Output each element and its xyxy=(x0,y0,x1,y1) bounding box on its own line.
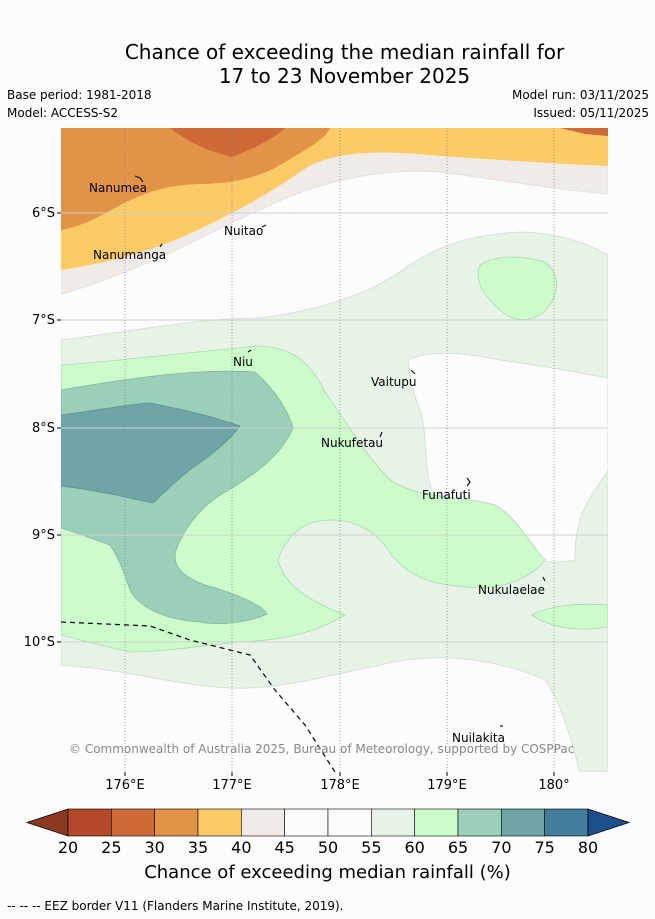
colorbar-tick-55: 55 xyxy=(361,838,382,857)
island-label-nukulaelae: Nukulaelae xyxy=(478,583,545,597)
colorbar-tick-45: 45 xyxy=(274,838,295,857)
colorbar-segment-35-40 xyxy=(197,808,242,837)
map-axis-ticks xyxy=(57,212,555,776)
colorbar-tick-25: 25 xyxy=(101,838,122,857)
lon-label-180: 180° xyxy=(538,778,570,793)
island-label-funafuti: Funafuti xyxy=(422,488,471,502)
colorbar-segment-30-35 xyxy=(154,808,199,837)
colorbar-segment-60-65 xyxy=(414,808,459,837)
base-period: Base period: 1981-2018 xyxy=(7,88,152,102)
title-line-2: 17 to 23 November 2025 xyxy=(218,64,471,88)
grid-lines xyxy=(61,128,608,772)
colorbar-segment-40-45 xyxy=(241,808,285,837)
lat-label-9s: 9°S xyxy=(31,528,55,543)
lat-label-7s: 7°S xyxy=(31,313,55,328)
colorbar-segment-25-30 xyxy=(111,808,155,837)
colorbar-tick-40: 40 xyxy=(231,838,252,857)
colorbar-tick-80: 80 xyxy=(577,838,599,857)
region-dark-orange-strip xyxy=(560,128,608,136)
colorbar-tick-50: 50 xyxy=(317,838,339,857)
lat-label-10s: 10°S xyxy=(23,635,55,650)
island-label-nanumanga: Nanumanga xyxy=(93,248,167,262)
lon-label-178e: 178°E xyxy=(320,778,360,793)
colorbar-segment-75-80 xyxy=(544,808,589,837)
island-label-nuitao: Nuitao xyxy=(224,224,264,238)
island-label-niu: Niu xyxy=(233,355,253,369)
colorbar-segment-65-70 xyxy=(457,808,502,837)
colorbar-extend-high xyxy=(587,808,631,837)
region-60-65-east-blob xyxy=(477,256,557,320)
model-name: Model: ACCESS-S2 xyxy=(7,106,119,120)
model-run: Model run: 03/11/2025 xyxy=(511,88,649,102)
chart-title: Chance of exceeding the median rainfall … xyxy=(0,40,655,88)
eez-legend-note: -- -- -- EEZ border V11 (Flanders Marine… xyxy=(7,899,344,913)
colorbar xyxy=(25,808,631,837)
island-shapes xyxy=(134,175,546,727)
island-label-nukufetau: Nukufetau xyxy=(321,436,384,450)
lon-label-179e: 179°E xyxy=(427,778,467,793)
issued-date: Issued: 05/11/2025 xyxy=(533,106,649,120)
region-30-35 xyxy=(61,128,330,230)
island-label-vaitupu: Vaitupu xyxy=(371,375,417,389)
island-label-nanumea: Nanumea xyxy=(89,181,147,195)
colorbar-tick-65: 65 xyxy=(447,838,469,857)
region-60-65-east-lens xyxy=(531,603,608,630)
colorbar-tick-75: 75 xyxy=(534,838,555,857)
island-label-nuilakita: Nuilakita xyxy=(452,731,505,745)
colorbar-segment-50-55 xyxy=(327,808,372,837)
copyright-notice: © Commonwealth of Australia 2025, Bureau… xyxy=(69,742,575,756)
colorbar-tick-20: 20 xyxy=(57,838,79,857)
region-25-30 xyxy=(170,128,285,157)
colorbar-tick-70: 70 xyxy=(491,838,512,857)
colorbar-segment-55-60 xyxy=(371,808,415,837)
region-50-55-lower xyxy=(61,700,580,772)
lon-label-177e: 177°E xyxy=(212,778,252,793)
title-line-1: Chance of exceeding the median rainfall … xyxy=(124,40,565,64)
colorbar-tick-60: 60 xyxy=(404,838,425,857)
colorbar-tick-30: 30 xyxy=(144,838,165,857)
lat-label-6s: 6°S xyxy=(31,206,55,221)
colorbar-tick-35: 35 xyxy=(187,838,209,857)
lon-label-176e: 176°E xyxy=(105,778,145,793)
colorbar-segment-45-50 xyxy=(284,808,329,837)
colorbar-segment-20-25 xyxy=(67,808,112,837)
lat-label-8s: 8°S xyxy=(31,421,55,436)
colorbar-label: Chance of exceeding median rainfall (%) xyxy=(144,862,511,883)
eez-border xyxy=(61,621,336,772)
colorbar-extend-low xyxy=(25,808,69,837)
colorbar-segment-70-75 xyxy=(501,808,545,837)
